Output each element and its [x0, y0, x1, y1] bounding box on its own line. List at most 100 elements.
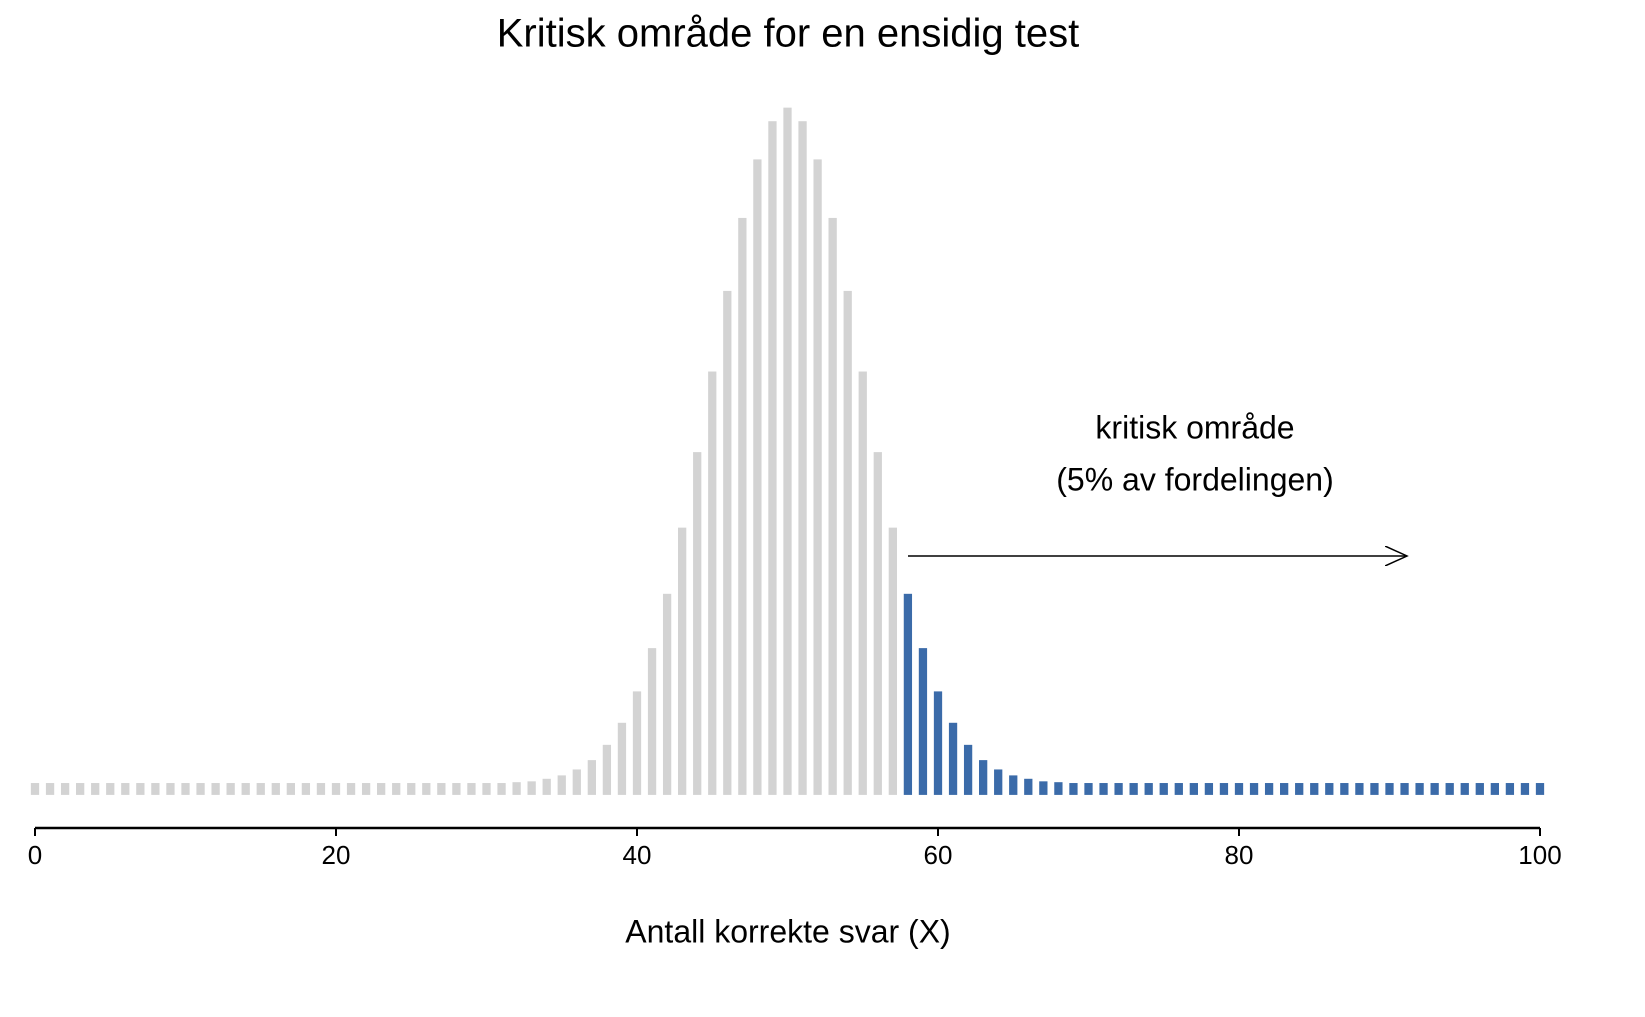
bar	[1490, 783, 1499, 795]
bar	[1325, 783, 1334, 795]
bar	[1400, 783, 1409, 795]
annotation: kritisk område	[1095, 409, 1294, 445]
bar	[437, 783, 446, 795]
bar	[1144, 783, 1153, 795]
bar	[467, 783, 476, 795]
bar	[783, 107, 792, 795]
x-tick-label: 20	[322, 840, 351, 870]
bar	[1039, 781, 1048, 795]
bar	[377, 783, 386, 795]
bar	[121, 783, 130, 795]
bar	[1475, 783, 1484, 795]
bar	[888, 527, 897, 795]
bar	[948, 722, 958, 795]
x-axis-title: Antall korrekte svar (X)	[625, 913, 950, 949]
bar	[678, 527, 687, 795]
bar	[903, 593, 913, 795]
bar	[647, 648, 657, 795]
x-tick-label: 60	[924, 840, 953, 870]
bar	[1219, 783, 1229, 795]
chart-title: Kritisk område for en ensidig test	[497, 12, 1079, 56]
bar	[858, 371, 867, 795]
bar	[452, 783, 461, 795]
bar	[1430, 783, 1439, 795]
bar	[1460, 783, 1469, 795]
bar	[602, 744, 612, 795]
x-tick-label: 40	[623, 840, 652, 870]
bar	[392, 783, 401, 795]
bar	[1009, 775, 1018, 795]
bar	[422, 783, 431, 795]
bar	[60, 783, 70, 795]
bar	[963, 744, 973, 795]
bar	[166, 783, 175, 795]
bar	[1174, 783, 1183, 795]
bar	[151, 783, 160, 795]
bar	[482, 783, 491, 795]
bar	[1280, 783, 1289, 795]
bar	[994, 769, 1003, 795]
bar	[617, 722, 627, 795]
bar	[918, 648, 928, 795]
bar	[738, 217, 747, 795]
bar	[1114, 783, 1123, 795]
bar	[1159, 783, 1168, 795]
bar	[407, 783, 416, 795]
bar	[256, 783, 265, 795]
bar	[361, 783, 371, 795]
bar	[1355, 783, 1364, 795]
annotation: (5% av fordelingen)	[1056, 461, 1333, 497]
bar	[843, 290, 852, 795]
bar	[662, 593, 672, 795]
bar	[542, 778, 551, 795]
bar	[708, 371, 717, 795]
bar	[1340, 783, 1349, 795]
bar	[828, 217, 837, 795]
bar	[1069, 783, 1078, 795]
bar	[693, 452, 702, 795]
bar	[226, 783, 235, 795]
bar	[632, 691, 642, 795]
bar	[286, 783, 295, 795]
bar	[45, 783, 55, 795]
bar	[1535, 783, 1545, 795]
bar	[768, 121, 777, 795]
bar	[587, 760, 596, 795]
bar	[331, 783, 341, 795]
bar	[873, 452, 882, 795]
bar	[1310, 783, 1319, 795]
bar	[753, 159, 762, 795]
bar	[557, 775, 566, 795]
x-tick-label: 0	[28, 840, 42, 870]
bar	[813, 159, 822, 795]
bar	[1520, 783, 1530, 795]
x-tick-label: 100	[1518, 840, 1561, 870]
bar	[1234, 783, 1244, 795]
x-tick-label: 80	[1225, 840, 1254, 870]
bar	[1385, 783, 1394, 795]
bar	[76, 783, 85, 795]
bar	[1129, 783, 1138, 795]
bar	[1099, 783, 1108, 795]
bar	[798, 121, 807, 795]
bar	[512, 782, 521, 795]
bar	[1054, 782, 1063, 795]
bar	[497, 783, 506, 795]
bar	[346, 783, 356, 795]
bar	[30, 783, 40, 795]
bar	[1445, 783, 1454, 795]
bar	[211, 783, 220, 795]
bar	[1415, 783, 1424, 795]
bar	[271, 783, 280, 795]
bar	[1370, 783, 1379, 795]
bar	[91, 783, 100, 795]
bar	[136, 783, 145, 795]
bar	[1024, 778, 1033, 795]
bar	[196, 783, 205, 795]
bar	[181, 783, 190, 795]
bar	[572, 769, 581, 795]
bar	[241, 783, 250, 795]
bar	[1249, 783, 1259, 795]
